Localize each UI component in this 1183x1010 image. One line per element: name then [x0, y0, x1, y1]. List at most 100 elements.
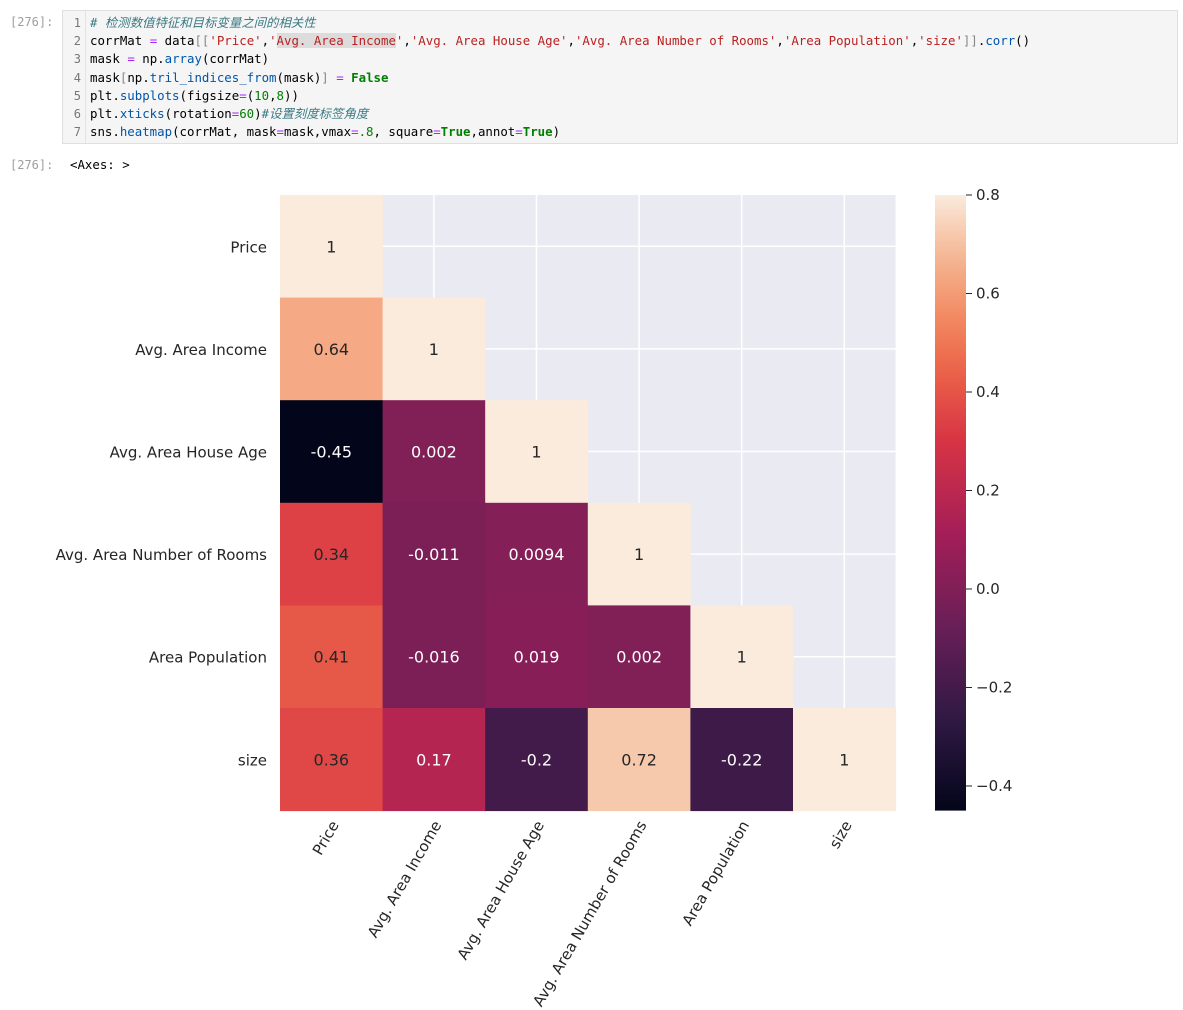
line-number-gutter [63, 11, 86, 143]
cell-annotation: 0.0094 [509, 545, 565, 564]
code-token: 60 [239, 106, 255, 121]
code-token: mask,vmax [283, 124, 352, 140]
cell-annotation: 0.002 [411, 443, 457, 462]
code-token: )) [284, 87, 299, 103]
code-token: False [351, 69, 389, 85]
heatmap-cell [587, 708, 691, 812]
line-number: 5 [73, 88, 81, 103]
cell-annotation: 1 [634, 545, 644, 564]
code-token: , [261, 33, 270, 49]
heatmap-cell [793, 708, 897, 812]
y-tick-label: Avg. Area Number of Rooms [56, 546, 268, 564]
code-token: subplots [119, 87, 180, 103]
heatmap-cell [485, 400, 589, 504]
heatmap-cell [280, 400, 384, 504]
x-tick-label: size [826, 818, 856, 852]
x-tick-label: Avg. Area Number of Rooms [529, 817, 650, 1009]
x-tick-label: Avg. Area Income [364, 818, 445, 941]
x-tick-label: Area Population [679, 818, 754, 929]
line-number: 4 [73, 70, 81, 85]
code-token: (corrMat, mask [172, 124, 277, 140]
code-token: = [515, 124, 523, 140]
code-token: , [567, 33, 575, 49]
code-token: True [440, 124, 471, 140]
code-token: ]] [962, 33, 978, 49]
colorbar-tick-label: 0.2 [976, 481, 1000, 499]
heatmap-cell [382, 605, 486, 709]
code-editor[interactable]: 1 # 检测数值特征和目标变量之间的相关性 2 corrMat = data[['Pr… [62, 10, 1178, 144]
cell-annotation: 1 [839, 750, 849, 769]
code-token: . [977, 33, 986, 49]
code-token: (figsize [179, 87, 240, 103]
colorbar-tick-label: 0.6 [976, 284, 1000, 302]
y-tick-label: Avg. Area House Age [110, 444, 267, 462]
code-token: = [231, 106, 240, 121]
code-token: [[ [194, 33, 210, 49]
code-token: xticks [119, 106, 165, 121]
code-token: sns. [90, 124, 120, 140]
code-token: 'Price' [209, 33, 262, 49]
heatmap-cell [485, 605, 589, 709]
heatmap-cell [382, 400, 486, 504]
code-token: ( [246, 87, 255, 103]
heatmap-cell [587, 605, 691, 709]
heatmap-figure: 10.64 1-0.45 0.002 10.34 -0.011 0.0094 10.41 -0… [56, 186, 1013, 1010]
code-token: #设置刻度标签角度 [261, 106, 369, 121]
heatmap-cell [280, 502, 384, 606]
heatmap-cell [690, 708, 794, 812]
code-token: ] [321, 69, 329, 85]
x-tick-label: Price [309, 818, 343, 859]
code-token: 10 [254, 87, 270, 103]
code-token: (rotation [164, 106, 232, 121]
cell-annotation: 0.36 [313, 750, 349, 769]
code-token: 8 [276, 87, 285, 103]
cell-annotation: 0.34 [313, 545, 349, 564]
code-token: = [149, 33, 158, 49]
code-token: ' [395, 33, 404, 49]
line-number: 6 [73, 107, 81, 121]
code-token: .8 [358, 124, 374, 140]
heatmap-cell [280, 605, 384, 709]
code-token: ,annot [470, 124, 516, 140]
x-tick-label: Avg. Area House Age [454, 818, 548, 963]
code-token: np. [127, 69, 150, 85]
code-token: , [403, 33, 411, 49]
code-text: corrMat = data[['Price','Avg. Area Incom… [90, 32, 1030, 50]
cell-annotation: -0.22 [721, 750, 762, 769]
code-token: plt. [90, 106, 120, 121]
colorbar-tick-label: −0.2 [976, 678, 1012, 696]
colorbar [935, 195, 966, 811]
code-token: , [776, 33, 784, 49]
cell-annotation: -0.2 [521, 750, 552, 769]
heatmap-cell [382, 297, 486, 401]
heatmap-cell [280, 195, 384, 299]
code-token: data [157, 33, 195, 49]
cell-annotation: 1 [531, 443, 541, 462]
line-number: 2 [73, 34, 81, 49]
code-token: 'size' [918, 33, 963, 49]
output-repr: <Axes: > [70, 157, 130, 172]
code-token: array [164, 51, 202, 67]
heatmap-cell [587, 502, 691, 606]
code-text: sns.heatmap(corrMat, mask=mask,vmax=.8, … [90, 123, 560, 141]
code-token: corr [985, 33, 1016, 49]
code-token: = [433, 124, 441, 140]
colorbar-tick-label: 0.0 [976, 580, 1000, 598]
code-token: [ [119, 69, 128, 85]
input-prompt: [276]: [10, 15, 54, 29]
colorbar-tick-label: 0.8 [976, 186, 1000, 204]
code-token: tril_indices_from [149, 69, 277, 85]
code-token: = [276, 124, 284, 140]
heatmap-cell [382, 502, 486, 606]
cell-annotation: 1 [326, 237, 336, 256]
code-token: , [269, 87, 277, 103]
code-token: Avg. Area Income [276, 33, 396, 49]
cell-annotation: -0.45 [311, 443, 352, 462]
code-token: corrMat [90, 33, 150, 49]
code-token: , [910, 33, 919, 49]
code-token: 'Avg. Area Number of Rooms' [574, 33, 777, 49]
heatmap-cell [485, 502, 589, 606]
code-token: True [522, 124, 553, 140]
cell-annotation: 1 [737, 648, 747, 667]
line-number: 1 [73, 16, 81, 30]
